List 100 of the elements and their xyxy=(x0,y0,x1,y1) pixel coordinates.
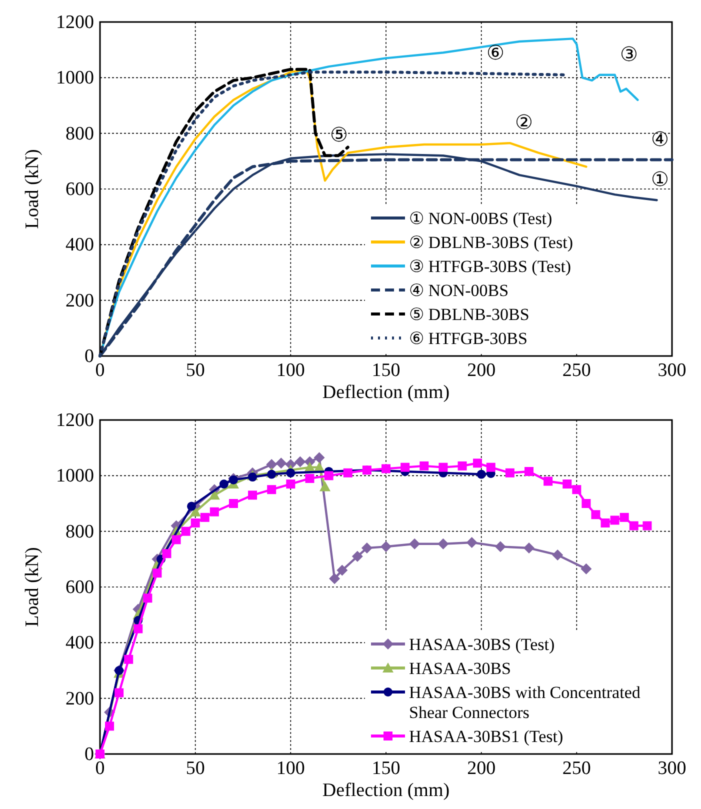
point xyxy=(267,485,276,494)
point xyxy=(642,521,652,530)
y-tick-label: 1000 xyxy=(56,466,94,487)
y-axis-title: Load (kN) xyxy=(22,547,43,627)
y-tick-label: 400 xyxy=(66,234,94,256)
point xyxy=(181,526,190,536)
x-tick-label: 200 xyxy=(467,360,496,381)
point xyxy=(219,480,228,489)
point xyxy=(600,518,610,528)
point xyxy=(580,563,592,574)
point xyxy=(294,456,306,468)
point xyxy=(505,468,514,478)
x-tick-label: 250 xyxy=(562,758,591,779)
x-tick-label: 300 xyxy=(658,758,686,779)
point xyxy=(352,550,363,562)
y-axis-title: Load (kN) xyxy=(22,149,43,229)
point xyxy=(562,480,572,489)
y-tick-label: 800 xyxy=(66,521,94,542)
x-axis-title: Deflection (mm) xyxy=(322,382,450,403)
legend-label: ① NON-00BS (Test) xyxy=(409,209,552,228)
legend-label: ⑤ DBLNB-30BS xyxy=(409,305,530,324)
point xyxy=(324,471,334,480)
point xyxy=(266,459,278,470)
legend-label: HASAA-30BS (Test) xyxy=(409,635,555,654)
annotation: ⑥ xyxy=(486,42,504,64)
point xyxy=(473,458,482,468)
point xyxy=(591,510,600,520)
point xyxy=(458,461,467,470)
x-tick-label: 100 xyxy=(276,360,305,381)
y-tick-label: 200 xyxy=(66,688,94,710)
y-tick-label: 200 xyxy=(66,290,94,312)
annotation: ③ xyxy=(620,44,638,66)
x-tick-label: 300 xyxy=(658,360,686,381)
y-tick-label: 1000 xyxy=(56,68,94,89)
legend-label: ③ HTFGB-30BS (Test) xyxy=(409,257,572,276)
x-tick-label: 50 xyxy=(186,758,205,779)
point xyxy=(552,549,564,560)
annotation: ① xyxy=(651,169,669,192)
point xyxy=(114,688,124,698)
point xyxy=(524,542,534,554)
point xyxy=(438,462,448,472)
point xyxy=(187,502,196,511)
point xyxy=(228,475,238,484)
legend-label: HASAA-30BS with Concentrated Shear Connectors xyxy=(409,683,641,722)
x-tick-label: 50 xyxy=(186,360,205,381)
point xyxy=(476,470,486,479)
legend-label: HASAA-30BS xyxy=(409,659,512,678)
legend-label: HASAA-30BS1 (Test) xyxy=(409,727,564,746)
x-tick-label: 200 xyxy=(467,758,496,779)
point xyxy=(400,462,410,472)
point xyxy=(134,624,143,634)
x-tick-label: 150 xyxy=(372,758,400,779)
point xyxy=(438,538,449,550)
annotation: ④ xyxy=(651,128,669,151)
annotation: ② xyxy=(514,112,533,134)
point xyxy=(524,466,534,476)
point xyxy=(276,458,287,469)
point xyxy=(610,516,620,525)
point xyxy=(162,549,172,558)
point xyxy=(152,568,162,578)
point xyxy=(486,462,496,472)
point xyxy=(629,521,638,530)
point xyxy=(382,464,390,474)
y-tick-label: 1200 xyxy=(56,410,94,431)
legend-label: ② DBLNB-30BS (Test) xyxy=(409,233,573,252)
y-tick-label: 0 xyxy=(84,346,94,367)
y-tick-label: 600 xyxy=(66,577,94,598)
legend-label: ④ NON-00BS xyxy=(409,281,509,300)
x-tick-label: 250 xyxy=(562,360,591,381)
point xyxy=(267,470,276,479)
point xyxy=(286,468,296,478)
y-tick-label: 400 xyxy=(66,632,94,654)
point xyxy=(420,461,429,470)
point xyxy=(380,541,392,552)
point xyxy=(105,722,114,731)
point xyxy=(208,490,220,500)
point xyxy=(319,481,330,492)
point xyxy=(190,506,201,516)
point xyxy=(544,476,553,486)
point xyxy=(190,518,200,528)
point xyxy=(466,536,478,548)
x-tick-label: 150 xyxy=(372,360,400,381)
y-tick-label: 0 xyxy=(84,744,94,765)
x-tick-label: 100 xyxy=(276,758,305,779)
point xyxy=(314,452,325,464)
point xyxy=(210,507,219,516)
point xyxy=(336,564,348,576)
x-axis-title: Deflection (mm) xyxy=(322,780,450,801)
annotation: ⑤ xyxy=(330,124,348,147)
point xyxy=(620,512,629,522)
legend-label: ⑥ HTFGB-30BS xyxy=(409,329,528,348)
point xyxy=(200,512,210,522)
point xyxy=(143,594,152,603)
point xyxy=(343,468,352,478)
y-tick-label: 800 xyxy=(66,123,94,144)
point xyxy=(228,499,238,508)
point xyxy=(494,541,506,552)
point xyxy=(572,485,582,494)
point xyxy=(286,480,296,489)
point xyxy=(582,499,591,508)
